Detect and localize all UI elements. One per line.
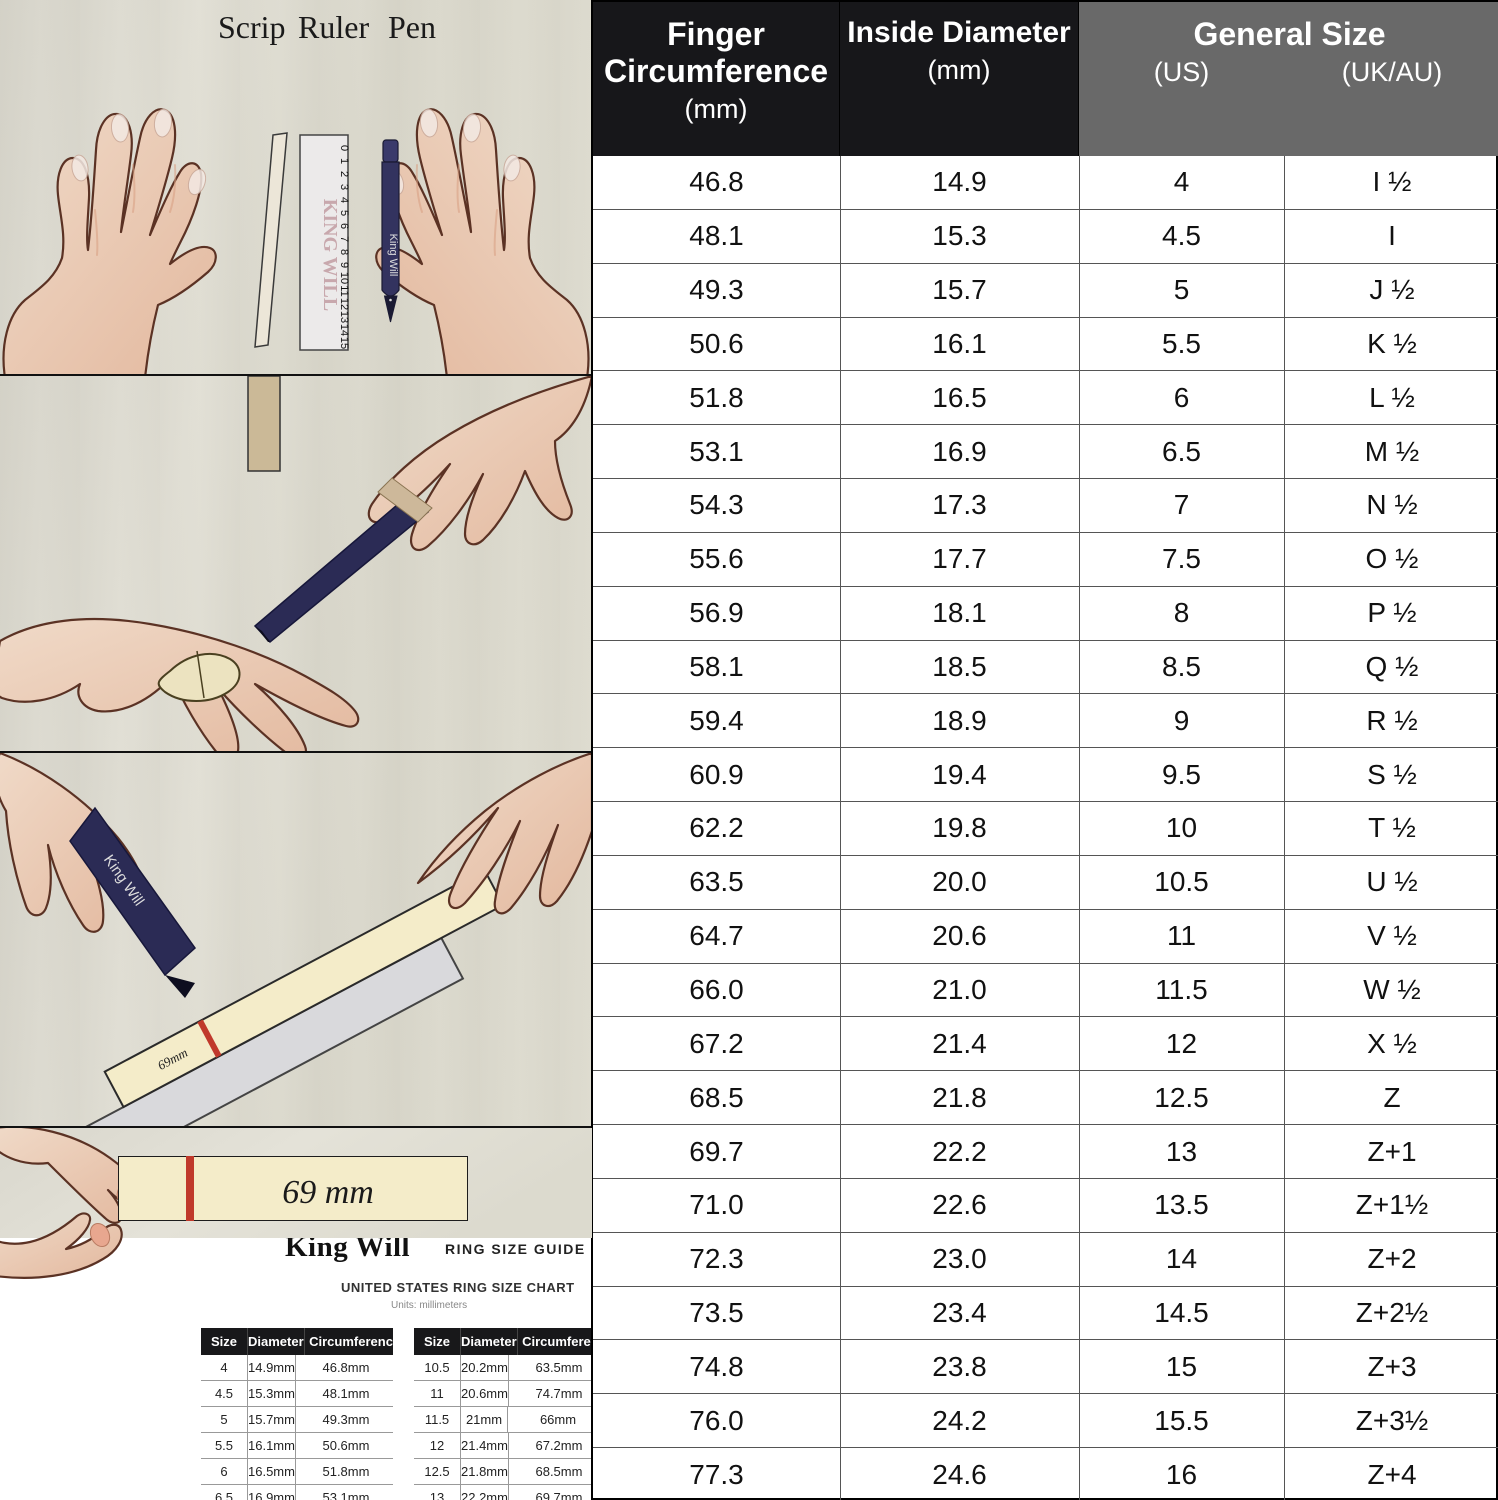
- svg-text:0: 0: [338, 145, 350, 151]
- svg-text:9: 9: [338, 262, 350, 268]
- svg-text:10: 10: [338, 272, 350, 284]
- svg-text:KING WILL: KING WILL: [319, 199, 341, 311]
- svg-text:14: 14: [338, 324, 350, 336]
- svg-text:5: 5: [338, 210, 350, 216]
- svg-text:11: 11: [338, 285, 350, 296]
- svg-text:Ruler: Ruler: [298, 9, 369, 45]
- svg-text:2: 2: [338, 171, 350, 177]
- svg-text:3: 3: [338, 184, 350, 190]
- svg-text:8: 8: [338, 249, 350, 255]
- svg-text:1: 1: [338, 158, 350, 164]
- svg-text:13: 13: [338, 311, 350, 323]
- svg-text:4: 4: [338, 197, 350, 203]
- svg-text:12: 12: [338, 298, 350, 310]
- svg-text:Pen: Pen: [388, 9, 436, 45]
- svg-text:7: 7: [338, 236, 350, 242]
- svg-text:15: 15: [338, 337, 350, 349]
- svg-text:6: 6: [338, 223, 350, 229]
- svg-text:King Will: King Will: [387, 234, 399, 277]
- svg-text:69 mm: 69 mm: [282, 1174, 374, 1211]
- svg-text:Scrip: Scrip: [218, 9, 286, 45]
